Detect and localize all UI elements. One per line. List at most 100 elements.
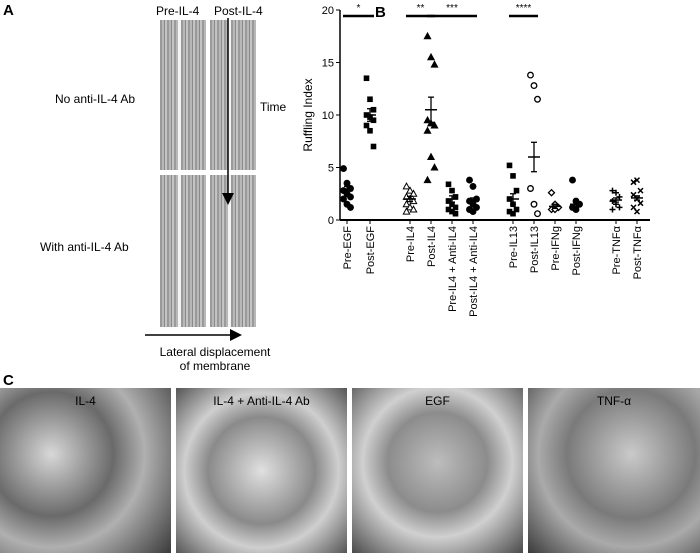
panel-c-label: C (3, 372, 14, 389)
sem-label: IL-4 (75, 394, 96, 408)
data-point (367, 96, 373, 103)
data-point (513, 187, 520, 194)
data-point (609, 198, 616, 205)
data-point (343, 179, 351, 187)
data-point (452, 210, 459, 217)
data-point (340, 195, 347, 203)
kymograph-post-no-ab (210, 20, 256, 170)
data-point (423, 175, 432, 184)
data-point (513, 206, 520, 213)
data-point (630, 179, 637, 186)
data-point (430, 121, 439, 129)
x-tick-label: Pre-IL13 (508, 226, 520, 268)
data-point (530, 82, 538, 90)
data-point (426, 152, 436, 160)
data-point (473, 203, 480, 211)
data-point (347, 193, 354, 201)
sem-label: IL-4 + Anti-IL-4 Ab (213, 394, 310, 408)
y-tick-label: 15 (322, 58, 334, 70)
data-point (445, 206, 452, 213)
data-point (510, 173, 516, 179)
x-tick-label: Post-IL4 + Anti-IL4 (468, 226, 480, 317)
significance-label: *** (446, 3, 458, 14)
col-post-label: Post-IL-4 (214, 4, 263, 18)
kymograph-pre-with-ab (160, 175, 206, 327)
data-point (569, 176, 576, 184)
row-no-label: No anti-IL-4 Ab (55, 92, 136, 106)
data-point (449, 201, 455, 208)
sem-label: EGF (425, 394, 450, 408)
data-point (452, 194, 459, 200)
data-point (534, 210, 541, 218)
data-point (637, 200, 644, 207)
data-point (609, 206, 616, 213)
data-point (449, 208, 455, 215)
data-point (409, 205, 418, 213)
data-point (402, 199, 411, 208)
x-tick-label: Pre-IFNg (550, 226, 562, 271)
data-point (469, 182, 477, 190)
data-point (430, 163, 439, 171)
col-pre-label: Pre-IL-4 (156, 4, 200, 18)
data-point (510, 210, 516, 217)
significance-label: * (357, 3, 361, 14)
y-tick-label: 5 (328, 163, 334, 175)
data-point (506, 162, 513, 169)
significance-label: **** (516, 3, 532, 14)
data-point (466, 176, 473, 184)
data-point (402, 182, 411, 190)
x-tick-label: Post-TNFα (632, 225, 644, 279)
panel-b-label: B (375, 4, 386, 21)
kymograph-post-with-ab (210, 175, 256, 327)
data-point (405, 186, 415, 194)
data-point (405, 203, 415, 211)
data-point (409, 189, 418, 197)
data-point (547, 188, 556, 197)
y-tick-label: 0 (328, 215, 334, 227)
data-point (527, 71, 534, 79)
sem-image-il4-anti: IL-4 + Anti-IL-4 Ab (176, 388, 347, 553)
data-point (367, 127, 373, 134)
sem-image-tnfa: TNF-α (528, 388, 700, 553)
data-point (445, 198, 452, 204)
panel-a-label: A (3, 2, 14, 19)
data-point (363, 75, 370, 82)
y-axis-label: Ruffling Index (301, 78, 315, 151)
data-point (347, 203, 354, 211)
sem-image-il4: IL-4 (0, 388, 171, 553)
x-tick-label: Post-IL13 (529, 226, 541, 273)
data-point (370, 106, 377, 113)
panel-a-arrows (145, 18, 242, 341)
data-point (370, 117, 377, 124)
data-point (616, 204, 623, 211)
x-tick-label: Post-IL4 (426, 226, 438, 267)
ruffling-index-chart: B Ruffling Index 0 5 10 15 20 Pre-EGF Post-EGF Pr… (301, 3, 650, 317)
lateral-arrowhead (230, 329, 242, 341)
time-arrowhead (222, 193, 234, 205)
x-tick-label: Pre-TNFα (611, 225, 623, 274)
y-tick-label: 10 (322, 110, 334, 122)
data-point (609, 187, 616, 194)
data-point (534, 95, 541, 103)
x-tick-label: Pre-IL4 + Anti-IL4 (447, 226, 459, 312)
data-point (613, 189, 619, 196)
kymograph-pre-no-ab (160, 20, 206, 170)
x-tick-label: Post-IFNg (571, 226, 583, 276)
x-tick-label: Pre-IL4 (405, 226, 417, 262)
data-point (423, 115, 432, 124)
data-point (430, 60, 439, 68)
data-point (527, 185, 534, 192)
time-label: Time (260, 100, 287, 114)
data-point (363, 122, 370, 129)
x-tick-label: Post-EGF (365, 226, 377, 275)
data-point (402, 207, 411, 215)
data-point (423, 126, 432, 134)
data-point (530, 200, 538, 208)
lateral-label-line2: of membrane (179, 359, 251, 373)
y-tick-label: 20 (322, 5, 334, 17)
data-point (506, 208, 513, 215)
data-point (449, 187, 455, 194)
data-point (370, 143, 377, 150)
data-point (633, 177, 641, 184)
